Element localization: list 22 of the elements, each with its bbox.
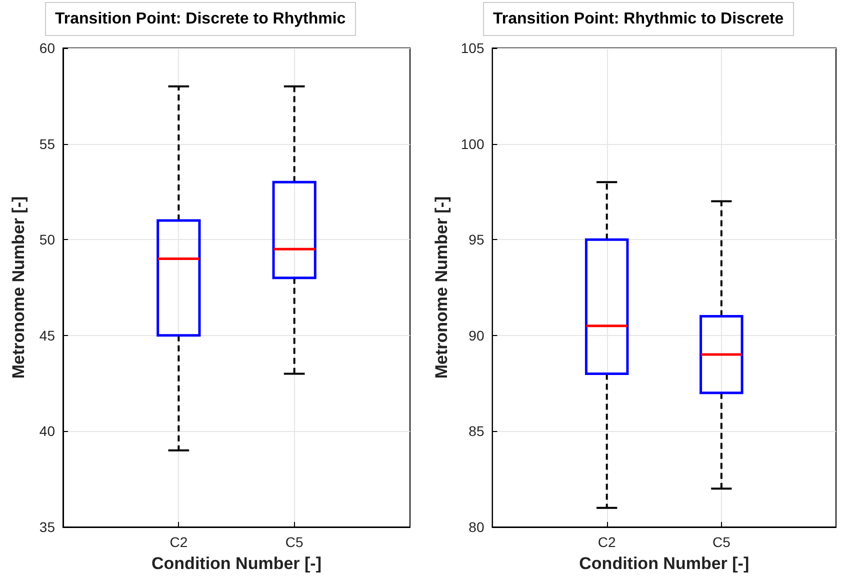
y-tick-label: 55 — [39, 136, 56, 152]
x-tick-label: C2 — [170, 534, 188, 550]
y-tick-label: 100 — [460, 136, 484, 152]
x-axis-title: Condition Number [-] — [152, 554, 322, 573]
x-tick-label: C5 — [712, 534, 731, 550]
chart-title: Transition Point: Discrete to Rhythmic — [55, 10, 346, 28]
y-axis-title: Metronome Number [-] — [9, 196, 28, 379]
y-axis-title: Metronome Number [-] — [432, 196, 451, 379]
y-tick-label: 60 — [39, 40, 56, 56]
chart-title: Transition Point: Rhythmic to Discrete — [493, 10, 784, 28]
x-tick-label: C2 — [598, 534, 616, 550]
y-tick-label: 50 — [39, 232, 56, 248]
y-tick-label: 90 — [468, 327, 484, 344]
y-tick-label: 85 — [468, 423, 484, 440]
x-tick-label: C5 — [285, 534, 304, 550]
y-tick-label: 80 — [468, 519, 484, 535]
y-tick-label: 95 — [468, 232, 484, 248]
x-axis-title: Condition Number [-] — [579, 554, 750, 573]
y-tick-label: 105 — [460, 40, 484, 56]
y-tick-label: 40 — [39, 423, 56, 440]
y-tick-label: 35 — [39, 519, 56, 535]
y-tick-label: 45 — [39, 327, 56, 344]
